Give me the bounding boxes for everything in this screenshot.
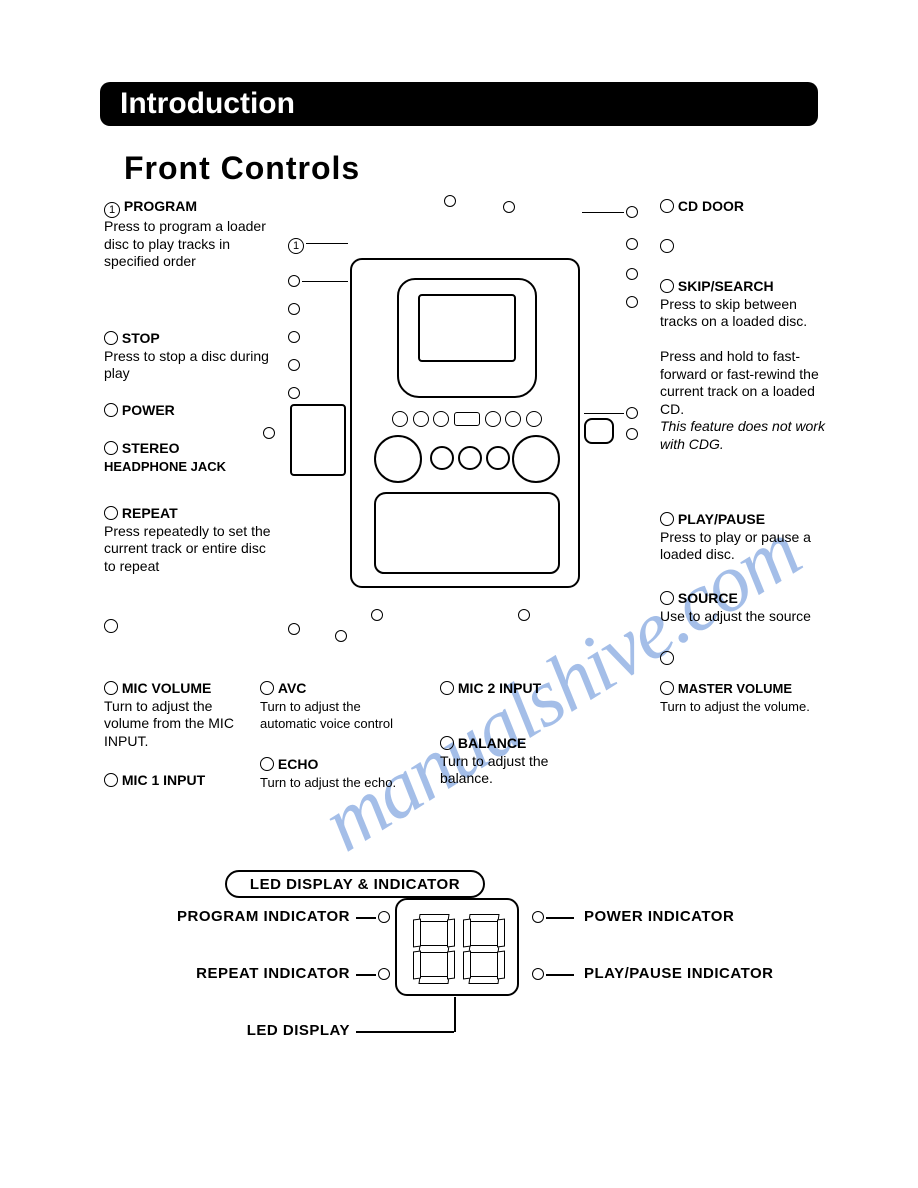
- line: [356, 917, 376, 919]
- marker-icon: [660, 199, 674, 213]
- led-display-box: [395, 898, 519, 996]
- callout-spare-r2: [660, 650, 835, 668]
- numcircle-icon: 1: [104, 202, 120, 218]
- pin: [626, 407, 638, 419]
- marker-icon: [104, 441, 118, 455]
- pin: [378, 968, 390, 980]
- led-label-power: POWER INDICATOR: [584, 908, 734, 925]
- marker-icon: [104, 681, 118, 695]
- pin: [532, 968, 544, 980]
- marker-icon: [104, 619, 118, 633]
- marker-icon: [660, 591, 674, 605]
- line: [356, 974, 376, 976]
- marker-icon: [660, 512, 674, 526]
- callout-balance: BALANCE Turn to adjust the balance.: [440, 735, 600, 788]
- marker-icon: [440, 681, 454, 695]
- callout-power: POWER: [104, 402, 272, 420]
- callout-program: 1 PROGRAM Press to program a loader disc…: [104, 198, 272, 271]
- led-label-program: PROGRAM INDICATOR: [130, 908, 350, 925]
- callout-skip: SKIP/SEARCH Press to skip between tracks…: [660, 278, 835, 453]
- callout-mic2: MIC 2 INPUT: [440, 680, 600, 698]
- marker-icon: [440, 736, 454, 750]
- pin: [518, 609, 530, 621]
- callout-cddoor: CD DOOR: [660, 198, 835, 216]
- led-section-label: LED DISPLAY & INDICATOR: [225, 870, 485, 898]
- pin: [288, 303, 300, 315]
- line: [582, 212, 624, 213]
- line: [302, 281, 348, 282]
- pin: [335, 630, 347, 642]
- section-header-introduction: Introduction: [100, 82, 818, 126]
- marker-icon: [660, 651, 674, 665]
- callout-spare-left: [104, 618, 272, 636]
- callout-mic1: MIC 1 INPUT: [104, 772, 254, 790]
- marker-icon: [660, 239, 674, 253]
- device-side-left: [290, 404, 346, 476]
- led-label-display: LED DISPLAY: [180, 1022, 350, 1039]
- line: [546, 917, 574, 919]
- callout-play: PLAY/PAUSE Press to play or pause a load…: [660, 511, 835, 564]
- device-diagram: [350, 258, 580, 588]
- callout-stop: STOP Press to stop a disc during play: [104, 330, 272, 383]
- pin: [288, 623, 300, 635]
- seven-seg-icon: [413, 914, 455, 984]
- marker-icon: [104, 506, 118, 520]
- callout-avc: AVC Turn to adjust the automatic voice c…: [260, 680, 420, 733]
- marker-icon: [260, 681, 274, 695]
- pin: [626, 296, 638, 308]
- led-label-playpause: PLAY/PAUSE INDICATOR: [584, 965, 773, 982]
- pin: [371, 609, 383, 621]
- line: [356, 1031, 454, 1033]
- marker-icon: [660, 279, 674, 293]
- marker-icon: [104, 403, 118, 417]
- callout-repeat: REPEAT Press repeatedly to set the curre…: [104, 505, 272, 575]
- marker-icon: [260, 757, 274, 771]
- callout-spare-r1: [660, 238, 835, 256]
- line: [546, 974, 574, 976]
- pin: [503, 201, 515, 213]
- marker-icon: [104, 331, 118, 345]
- pin: [288, 275, 300, 287]
- callout-echo: ECHO Turn to adjust the echo.: [260, 756, 420, 791]
- callout-micvol: MIC VOLUME Turn to adjust the volume fro…: [104, 680, 254, 750]
- pin: [626, 238, 638, 250]
- pin: [288, 331, 300, 343]
- pin: [626, 268, 638, 280]
- pin: [626, 206, 638, 218]
- pin: [288, 359, 300, 371]
- callout-stereo: STEREO HEADPHONE JACK: [104, 440, 272, 475]
- marker-icon: [104, 773, 118, 787]
- callout-source: SOURCE Use to adjust the source: [660, 590, 835, 625]
- marker-icon: [660, 681, 674, 695]
- device-side-right: [584, 418, 614, 444]
- pin: [263, 427, 275, 439]
- pin: [378, 911, 390, 923]
- callout-master: MASTER VOLUME Turn to adjust the volume.: [660, 680, 835, 715]
- page: Introduction Front Controls manualshive.…: [0, 0, 918, 1188]
- seven-seg-icon: [463, 914, 505, 984]
- pin-one: 1: [288, 238, 304, 254]
- subtitle-front-controls: Front Controls: [124, 150, 360, 187]
- line: [584, 413, 624, 414]
- line: [454, 997, 456, 1032]
- pin: [288, 387, 300, 399]
- pin: [444, 195, 456, 207]
- pin: [532, 911, 544, 923]
- led-label-repeat: REPEAT INDICATOR: [130, 965, 350, 982]
- pin: [626, 428, 638, 440]
- line: [306, 243, 348, 244]
